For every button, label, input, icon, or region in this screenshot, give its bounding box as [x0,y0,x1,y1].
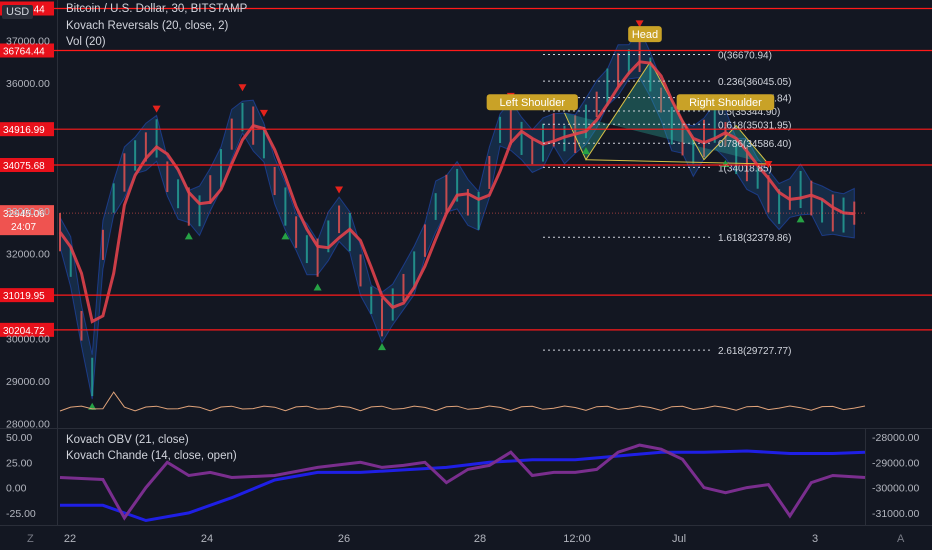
sell-marker [259,109,268,117]
last-price-label: 32945.06 [3,209,45,220]
level-price-label: 30204.72 [3,326,45,337]
sell-marker [152,105,161,113]
fib-level-label: 0(36670.94) [718,50,772,61]
level-price-tag [0,288,54,303]
pattern-label: Left Shoulder [500,97,566,109]
time-axis-tick: 22 [64,533,76,545]
obv-line [60,449,866,523]
price-axis-tick: 30000.00 [6,334,50,346]
osc-left-axis-tick: 0.00 [6,483,27,495]
price-axis-tick: 32000.00 [6,248,50,260]
indicator-volume-label[interactable]: Vol (20) [66,36,106,48]
osc-right-axis-tick: -31000.00 [872,508,919,520]
pattern-label: Head [632,29,658,41]
level-price-tag [0,322,54,337]
fib-level-label: 0.236(36045.05) [718,77,791,88]
fib-level-label: 2.618(29727.77) [718,346,791,357]
time-axis-tick: 26 [338,533,350,545]
buy-marker [184,232,193,240]
buy-marker [581,147,590,155]
time-axis-tick: 3 [812,533,818,545]
pattern-label-box [628,26,662,43]
price-axis-tick: 28000.00 [6,419,50,431]
osc-right-axis-tick: -28000.00 [872,432,919,444]
pattern-label-box [486,94,578,111]
moving-average-line [58,60,855,324]
last-price-tag [0,205,54,236]
pattern-area [564,61,769,164]
chande-line [59,443,866,521]
level-price-tag [0,157,54,172]
level-price-tag [0,43,54,58]
time-axis-tick: 24 [201,533,213,545]
sell-marker [635,20,644,28]
osc-right-axis-tick: -29000.00 [872,457,919,469]
osc-left-axis-tick: -25.00 [6,508,36,520]
price-axis-tick: 37000.00 [6,35,50,47]
sell-marker [335,186,344,194]
fib-level-label: 1(34018.85) [718,163,772,174]
time-axis-tick: 12:00 [563,533,591,545]
osc-right-axis-tick: -30000.00 [872,483,919,495]
buy-marker [378,343,386,351]
level-price-label: 31019.95 [3,291,45,302]
pattern-label: Right Shoulder [689,97,762,109]
price-axis-tick: 33000.00 [6,206,50,218]
osc-left-axis-tick: 25.00 [6,457,32,469]
symbol-title: Bitcoin / U.S. Dollar, 30, BITSTAMP [66,3,248,15]
fib-level-label: 0.618(35031.95) [718,120,791,131]
neckline [585,159,769,165]
bar-countdown: 24:07 [11,222,36,233]
time-axis-tick: Jul [672,533,686,545]
pattern-label-box [676,94,775,111]
auto-scale-icon[interactable]: A [897,533,905,545]
level-price-label: 34916.99 [3,125,45,136]
level-price-label: 36764.44 [3,46,45,57]
fib-level-label: 0.786(34586.40) [718,139,791,150]
osc-left-axis-tick: 50.00 [6,432,32,444]
indicator-reversals-label[interactable]: Kovach Reversals (20, close, 2) [66,20,229,32]
buy-marker [796,215,805,223]
price-axis-tick: 29000.00 [6,376,50,388]
price-axis-tick: 36000.00 [6,78,50,90]
timezone-icon[interactable]: Z [27,533,34,545]
chande-legend-label[interactable]: Kovach Chande (14, close, open) [66,450,237,462]
level-price-tag [0,122,54,137]
sell-marker [238,84,247,92]
obv-legend-label[interactable]: Kovach OBV (21, close) [66,434,189,446]
buy-marker [281,232,290,240]
fib-level-label: 1.618(32379.86) [718,233,791,244]
time-axis-tick: 28 [474,533,486,545]
volume-line [59,391,866,412]
fib-level-label: 0.5(35344.90) [718,107,780,118]
currency-button[interactable]: USD [2,5,34,19]
buy-marker [313,283,322,291]
level-price-label: 34075.68 [3,161,45,172]
